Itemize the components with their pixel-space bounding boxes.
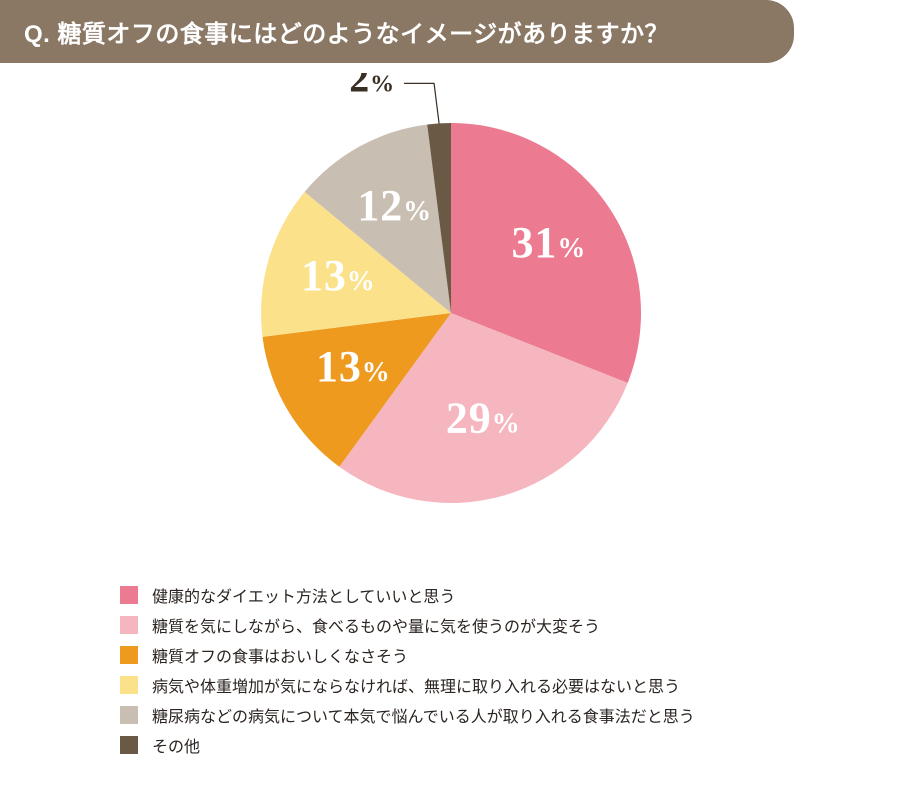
legend-swatch [120, 676, 138, 694]
leader-line [404, 83, 439, 123]
legend: 健康的なダイエット方法としていいと思う糖質を気にしながら、食べるものや量に気を使… [120, 583, 902, 757]
legend-item: 糖尿病などの病気について本気で悩んでいる人が取り入れる食事法だと思う [120, 703, 902, 727]
legend-swatch [120, 706, 138, 724]
legend-item: その他 [120, 733, 902, 757]
legend-label: 糖質を気にしながら、食べるものや量に気を使うのが大変そう [152, 613, 600, 637]
legend-swatch [120, 646, 138, 664]
legend-item: 糖質を気にしながら、食べるものや量に気を使うのが大変そう [120, 613, 902, 637]
legend-swatch [120, 586, 138, 604]
legend-item: 糖質オフの食事はおいしくなさそう [120, 643, 902, 667]
question-title-bar: Q. 糖質オフの食事にはどのようなイメージがありますか？ [0, 0, 794, 63]
legend-swatch [120, 616, 138, 634]
legend-label: 糖尿病などの病気について本気で悩んでいる人が取り入れる食事法だと思う [152, 703, 695, 727]
legend-label: 糖質オフの食事はおいしくなさそう [152, 643, 408, 667]
legend-label: その他 [152, 733, 200, 757]
legend-item: 病気や体重増加が気にならなければ、無理に取り入れる必要はないと思う [120, 673, 902, 697]
legend-swatch [120, 736, 138, 754]
legend-label: 病気や体重増加が気にならなければ、無理に取り入れる必要はないと思う [152, 673, 680, 697]
legend-item: 健康的なダイエット方法としていいと思う [120, 583, 902, 607]
pie-chart: 31%29%13%13%12%2% [181, 73, 721, 573]
pie-chart-container: 31%29%13%13%12%2% [0, 73, 902, 573]
legend-label: 健康的なダイエット方法としていいと思う [152, 583, 455, 607]
slice-label-outside: 2% [349, 73, 394, 100]
question-title-text: Q. 糖質オフの食事にはどのようなイメージがありますか？ [24, 21, 669, 48]
